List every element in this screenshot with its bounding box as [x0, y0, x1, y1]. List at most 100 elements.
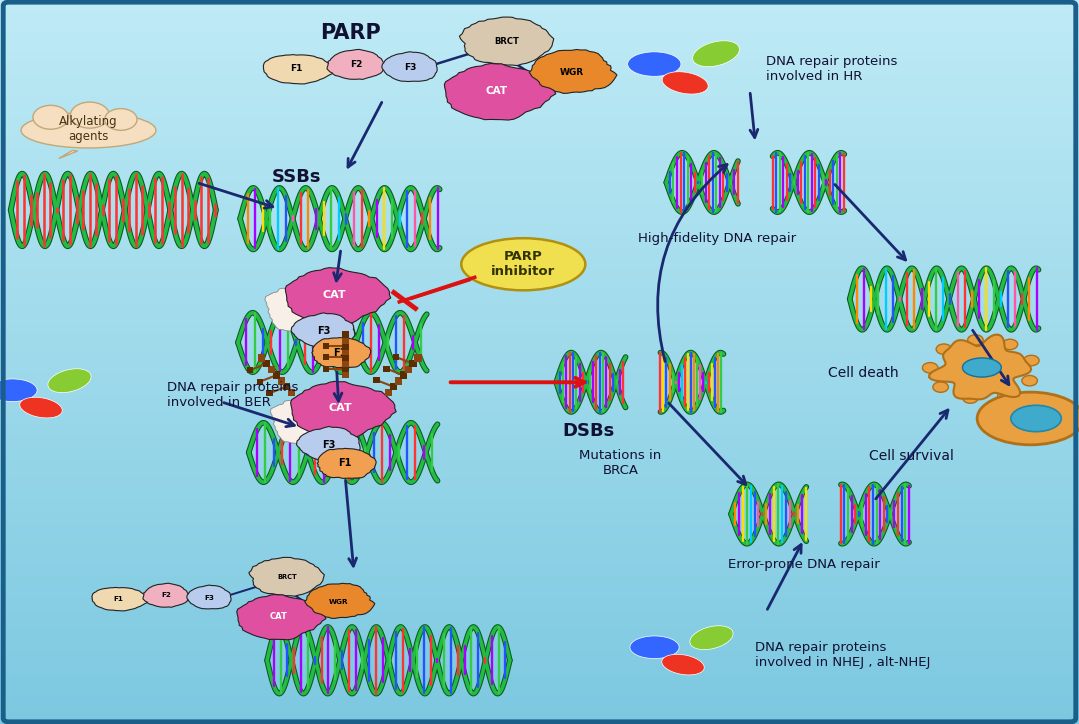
- Bar: [0, 579, 1079, 581]
- Bar: [0, 270, 1079, 273]
- Bar: [0, 429, 1079, 432]
- Bar: [0, 599, 1079, 601]
- Bar: [0, 659, 1079, 661]
- Bar: [0, 463, 1079, 466]
- Bar: [0, 601, 1079, 603]
- Bar: [0, 722, 1079, 724]
- Bar: [0, 666, 1079, 668]
- Polygon shape: [297, 426, 360, 460]
- Bar: [0, 531, 1079, 534]
- Bar: [0, 58, 1079, 60]
- Polygon shape: [264, 282, 340, 333]
- Bar: [0, 360, 1079, 362]
- Bar: [0, 548, 1079, 550]
- Bar: [0, 668, 1079, 671]
- Circle shape: [962, 393, 979, 403]
- Bar: [0, 661, 1079, 664]
- Bar: [0, 403, 1079, 405]
- Bar: [0, 516, 1079, 519]
- Bar: [0, 565, 1079, 567]
- Bar: [0, 67, 1079, 70]
- Bar: [0, 128, 1079, 130]
- Bar: [0, 478, 1079, 480]
- Bar: [0, 234, 1079, 237]
- Bar: [0, 494, 1079, 497]
- Circle shape: [937, 344, 952, 354]
- Bar: [0, 241, 1079, 244]
- Ellipse shape: [19, 397, 63, 418]
- Bar: [0, 632, 1079, 635]
- Point: [251, 376, 269, 387]
- Point: [317, 340, 334, 352]
- Bar: [0, 65, 1079, 67]
- Bar: [0, 224, 1079, 227]
- Bar: [0, 500, 1079, 502]
- Bar: [0, 695, 1079, 697]
- Point: [268, 369, 285, 381]
- Bar: [0, 230, 1079, 232]
- Bar: [0, 644, 1079, 647]
- Bar: [0, 642, 1079, 644]
- Text: BRCT: BRCT: [494, 37, 520, 46]
- Polygon shape: [304, 584, 374, 618]
- Bar: [0, 56, 1079, 58]
- Bar: [0, 613, 1079, 615]
- Bar: [0, 476, 1079, 478]
- Bar: [0, 109, 1079, 111]
- Polygon shape: [530, 49, 617, 93]
- Text: Error-prone DNA repair: Error-prone DNA repair: [728, 558, 879, 571]
- Text: High-fidelity DNA repair: High-fidelity DNA repair: [639, 232, 796, 245]
- Bar: [0, 263, 1079, 266]
- Bar: [0, 195, 1079, 198]
- Bar: [0, 586, 1079, 589]
- Bar: [0, 152, 1079, 154]
- Bar: [0, 72, 1079, 75]
- Bar: [0, 635, 1079, 637]
- Bar: [0, 169, 1079, 172]
- Bar: [0, 422, 1079, 425]
- Bar: [0, 87, 1079, 89]
- Bar: [0, 434, 1079, 437]
- Bar: [0, 393, 1079, 396]
- Bar: [0, 376, 1079, 379]
- Bar: [0, 468, 1079, 471]
- Bar: [0, 384, 1079, 386]
- Point: [378, 363, 395, 374]
- Bar: [0, 603, 1079, 606]
- Bar: [0, 114, 1079, 116]
- Bar: [0, 536, 1079, 538]
- Bar: [0, 232, 1079, 234]
- Bar: [0, 282, 1079, 285]
- Bar: [0, 618, 1079, 620]
- Bar: [0, 89, 1079, 92]
- Bar: [0, 106, 1079, 109]
- Bar: [0, 295, 1079, 297]
- Bar: [0, 712, 1079, 715]
- Bar: [0, 432, 1079, 434]
- Bar: [0, 266, 1079, 268]
- Ellipse shape: [0, 379, 37, 402]
- Bar: [0, 649, 1079, 652]
- Bar: [0, 526, 1079, 529]
- Bar: [0, 41, 1079, 43]
- Bar: [0, 143, 1079, 145]
- Point: [390, 375, 407, 387]
- Text: DNA repair proteins
involved in BER: DNA repair proteins involved in BER: [167, 381, 299, 408]
- Bar: [0, 302, 1079, 304]
- Point: [337, 351, 354, 363]
- Bar: [0, 719, 1079, 722]
- Bar: [0, 208, 1079, 210]
- Bar: [0, 710, 1079, 712]
- Bar: [0, 328, 1079, 331]
- Polygon shape: [312, 337, 371, 368]
- Bar: [0, 116, 1079, 118]
- Polygon shape: [270, 394, 345, 445]
- Bar: [0, 628, 1079, 630]
- Bar: [0, 405, 1079, 408]
- Text: CAT: CAT: [270, 612, 287, 620]
- Bar: [0, 574, 1079, 577]
- Bar: [0, 514, 1079, 516]
- Circle shape: [968, 334, 983, 345]
- Bar: [0, 675, 1079, 678]
- Bar: [0, 43, 1079, 46]
